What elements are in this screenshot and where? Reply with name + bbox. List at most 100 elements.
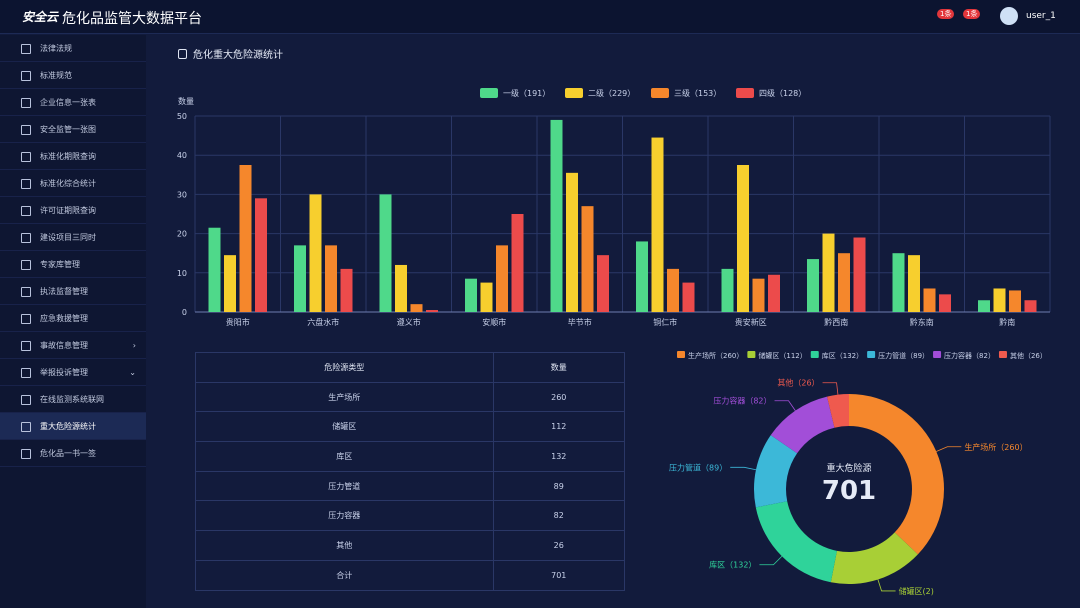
- y-tick-label: 30: [177, 190, 187, 199]
- table-row: 其他 26: [195, 530, 626, 561]
- badge[interactable]: 1条: [937, 9, 955, 19]
- legend-swatch: [480, 88, 498, 98]
- legend-label: 一级（191）: [503, 88, 550, 98]
- bar: [651, 137, 664, 312]
- slice-label: 其他（26）: [777, 378, 819, 388]
- bar: [721, 268, 734, 312]
- center-label: 重大危险源: [826, 462, 871, 474]
- table-row: 储罐区 112: [195, 411, 626, 443]
- legend-label: 其他（26）: [1010, 351, 1047, 360]
- bar: [807, 259, 819, 312]
- menu-label: 危化品一书一签: [40, 449, 96, 458]
- table-row: 生产场所 260: [195, 381, 626, 413]
- bar: [1009, 290, 1021, 312]
- cell: 26: [492, 530, 626, 561]
- leader-line: [774, 400, 796, 411]
- bar: [682, 282, 695, 312]
- menu-item[interactable]: 标准规范: [0, 62, 146, 89]
- x-tick-label: 遵义市: [397, 317, 421, 327]
- table-row: 合计 701: [195, 559, 626, 591]
- menu-label: 事故信息管理: [40, 341, 88, 350]
- legend-swatch: [867, 351, 876, 358]
- leader-line: [936, 446, 962, 452]
- bar: [853, 237, 866, 312]
- header: 安全云 危化品监管大数据平台 1条 1条 user_1: [0, 0, 1080, 34]
- bar: [208, 227, 221, 312]
- menu-item[interactable]: 企业信息一张表: [0, 89, 146, 116]
- bar: [410, 304, 423, 312]
- bar: [978, 300, 990, 312]
- donut-slice: [830, 532, 918, 584]
- menu-label: 企业信息一张表: [40, 98, 96, 107]
- leader-line: [759, 555, 783, 566]
- cell: 260: [492, 381, 626, 413]
- cell: 压力容器: [195, 500, 494, 532]
- cell: 压力管道: [195, 470, 494, 502]
- table-header: 危险源类型 数量: [195, 352, 626, 383]
- menu-item[interactable]: 法律法规: [0, 35, 146, 62]
- badge[interactable]: 1条: [963, 9, 981, 19]
- bar: [480, 282, 493, 312]
- bar: [294, 245, 306, 312]
- x-tick-label: 黔东南: [910, 317, 934, 327]
- menu-label: 安全监管一张图: [40, 125, 96, 134]
- header-cell: 危险源类型: [195, 352, 494, 383]
- menu-item[interactable]: 建设项目三同时: [0, 224, 146, 251]
- x-tick-label: 六盘水市: [307, 317, 339, 327]
- legend-swatch: [810, 351, 819, 358]
- leader-line: [730, 466, 757, 471]
- menu-item[interactable]: 在线监测系统联网: [0, 386, 146, 413]
- legend-swatch: [651, 88, 669, 98]
- bar: [1024, 300, 1037, 312]
- menu-item[interactable]: 标准化期限查询: [0, 143, 146, 170]
- menu-label: 标准化期限查询: [40, 152, 96, 161]
- menu-item[interactable]: 事故信息管理 ›: [0, 332, 146, 359]
- table-row: 压力容器 82: [195, 500, 626, 532]
- legend-label: 储罐区（112）: [758, 351, 806, 360]
- menu-item[interactable]: 应急救援管理: [0, 305, 146, 332]
- menu-item[interactable]: 许可证期限查询: [0, 197, 146, 224]
- table-row: 压力管道 89: [195, 470, 626, 502]
- table-row: 库区 132: [195, 441, 626, 472]
- bar: [667, 268, 679, 312]
- menu-item[interactable]: 举报投诉管理 ⌄: [0, 359, 146, 386]
- menu-label: 执法监督管理: [40, 287, 88, 296]
- menu-item[interactable]: 重大危险源统计: [0, 413, 146, 440]
- legend-swatch: [933, 351, 942, 358]
- legend-label: 三级（153）: [674, 88, 721, 98]
- menu-item[interactable]: 标准化综合统计: [0, 170, 146, 197]
- table: 危险源类型 数量 生产场所 260 储罐区 112 库区 132 压力管道 89 压力容器 82 其他 2…: [195, 352, 626, 591]
- menu-item[interactable]: 安全监管一张图: [0, 116, 146, 143]
- donut-slice: [755, 501, 837, 583]
- legend-swatch: [998, 351, 1007, 358]
- menu-item[interactable]: 危化品一书一签: [0, 440, 146, 467]
- menu-item[interactable]: 执法监督管理: [0, 278, 146, 305]
- legend-label: 压力容器（82）: [944, 351, 995, 360]
- bar: [636, 241, 648, 312]
- bar: [224, 255, 236, 312]
- menu-label: 许可证期限查询: [40, 206, 96, 215]
- menu-arrow: ›: [132, 341, 136, 350]
- cell: 89: [492, 470, 626, 502]
- app-title: 危化品监管大数据平台: [62, 11, 202, 27]
- menu-label: 专家库管理: [40, 260, 80, 269]
- avatar[interactable]: [1000, 7, 1018, 25]
- bar: [496, 245, 508, 312]
- user-name[interactable]: user_1: [1026, 11, 1056, 21]
- menu-label: 建设项目三同时: [40, 233, 96, 242]
- bar: [993, 288, 1006, 312]
- bar: [597, 255, 609, 312]
- sidebar: 法律法规 标准规范企业信息一张表 安全监管一张图 标准化期限查询标准化综合统计许可证期…: [0, 35, 146, 608]
- bar: [426, 310, 438, 312]
- menu-item[interactable]: 专家库管理: [0, 251, 146, 278]
- donut-slice: [849, 394, 945, 555]
- legend-swatch: [677, 351, 685, 358]
- x-tick-label: 黔南: [999, 317, 1015, 327]
- bar: [752, 278, 765, 312]
- bar: [822, 233, 835, 312]
- bar: [581, 206, 594, 312]
- cell: 132: [492, 441, 626, 472]
- leader-line: [877, 579, 896, 592]
